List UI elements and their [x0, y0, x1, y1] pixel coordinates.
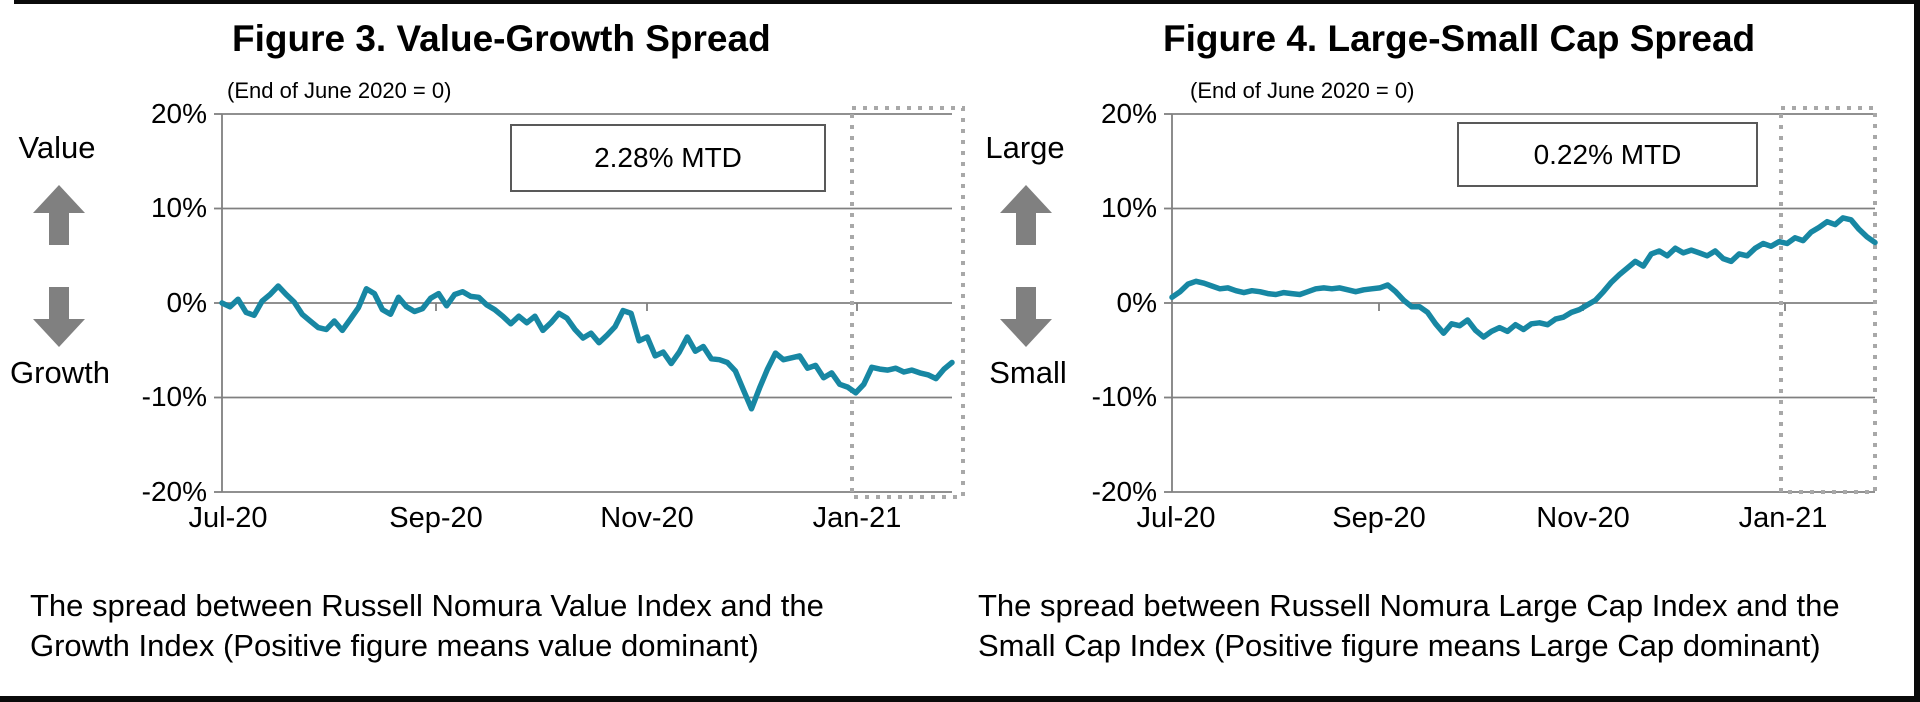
- arrow-shaft: [49, 287, 69, 319]
- figure3-ytick-20: 20%: [150, 98, 207, 129]
- figure4-ytick-20: 20%: [1100, 98, 1157, 129]
- figure3-subtitle: (End of June 2020 = 0): [227, 78, 452, 103]
- figure4-xtick-nov20: Nov-20: [1536, 502, 1630, 534]
- figure3-caption: The spread between Russell Nomura Value …: [30, 586, 824, 666]
- figure4-caption-line2: Small Cap Index (Positive figure means L…: [978, 628, 1821, 663]
- figure4-plot: [1164, 106, 1878, 494]
- arrow-head: [33, 185, 85, 213]
- screenshot-right-border: [1914, 0, 1920, 702]
- figure4-down-arrow-icon: [1000, 287, 1052, 347]
- figure3-down-arrow-icon: [33, 287, 85, 347]
- arrow-head: [1000, 319, 1052, 347]
- figure3-xtick-jul20: Jul-20: [188, 502, 268, 534]
- arrow-shaft: [1016, 287, 1036, 319]
- figure4-subtitle: (End of June 2020 = 0): [1190, 78, 1415, 103]
- figure4-ytick-m20: -20%: [1091, 476, 1157, 507]
- figure4-ytick-0: 0%: [1116, 287, 1157, 318]
- figure4-caption-line1: The spread between Russell Nomura Large …: [978, 588, 1840, 623]
- figure3-value-label: Value: [18, 130, 96, 165]
- figure4-caption: The spread between Russell Nomura Large …: [978, 586, 1840, 666]
- figure3-xtick-nov20: Nov-20: [600, 502, 694, 534]
- figure3-ytick-m20: -20%: [141, 476, 207, 507]
- figure4-large-label: Large: [985, 130, 1065, 165]
- arrow-shaft: [1016, 213, 1036, 245]
- figure3-xtick-sep20: Sep-20: [389, 502, 483, 534]
- figure4-mtd-box: 0.22% MTD: [1457, 122, 1758, 187]
- screenshot-bottom-border: [0, 696, 1920, 702]
- figure3-growth-label: Growth: [10, 355, 110, 390]
- figure3-ytick-0: 0%: [166, 287, 207, 318]
- figure3-caption-line2: Growth Index (Positive figure means valu…: [30, 628, 759, 663]
- figure3-title: Figure 3. Value-Growth Spread: [232, 18, 771, 59]
- figure4-ytick-10: 10%: [1100, 192, 1157, 223]
- figure4-up-arrow-icon: [1000, 185, 1052, 245]
- screenshot-top-border: [14, 0, 1920, 4]
- figure3-up-arrow-icon: [33, 185, 85, 245]
- figure4-title: Figure 4. Large-Small Cap Spread: [1163, 18, 1756, 59]
- spread-line-series: [219, 283, 955, 412]
- figure4-xtick-jul20: Jul-20: [1136, 502, 1216, 534]
- figure3-ytick-m10: -10%: [141, 381, 207, 412]
- figure4-ytick-m10: -10%: [1091, 381, 1157, 412]
- figure3-xtick-jan21: Jan-21: [812, 502, 902, 534]
- figure4-xtick-sep20: Sep-20: [1332, 502, 1426, 534]
- figure3-caption-line1: The spread between Russell Nomura Value …: [30, 588, 824, 623]
- highlight-dotted-box: [1779, 106, 1877, 494]
- spread-line-series: [1169, 215, 1878, 340]
- arrow-head: [33, 319, 85, 347]
- figure3-mtd-box: 2.28% MTD: [510, 124, 826, 192]
- figure3-mtd-value: 2.28% MTD: [594, 142, 742, 173]
- figure3-ytick-10: 10%: [150, 192, 207, 223]
- arrow-head: [1000, 185, 1052, 213]
- figure4-mtd-value: 0.22% MTD: [1533, 138, 1682, 170]
- figure3-plot: [214, 106, 965, 499]
- arrow-shaft: [49, 213, 69, 245]
- highlight-dotted-box: [850, 106, 965, 499]
- figure4-small-label: Small: [989, 355, 1067, 390]
- figure4-xtick-jan21: Jan-21: [1738, 502, 1828, 534]
